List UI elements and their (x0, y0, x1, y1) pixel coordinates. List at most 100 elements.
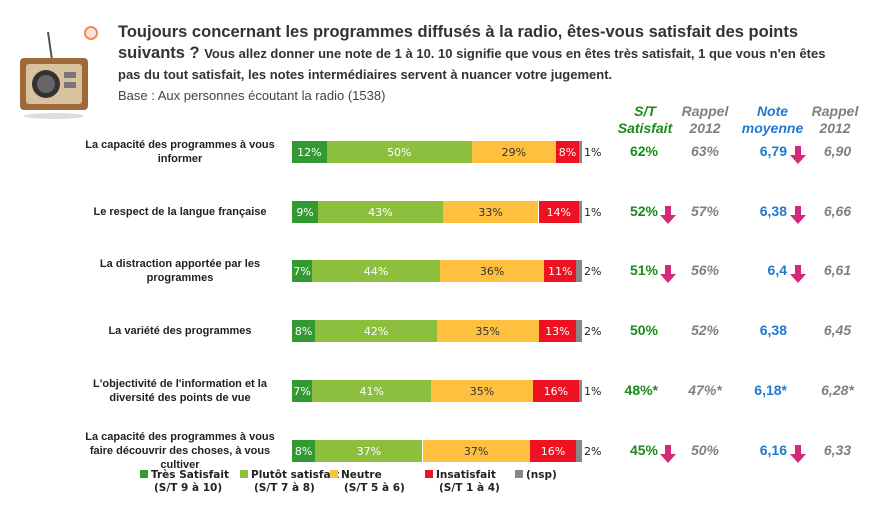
bullet-icon (84, 26, 98, 40)
data-label: 7% (293, 264, 311, 278)
data-label: 16% (543, 384, 569, 398)
data-label: 41% (359, 384, 384, 398)
nsp-label: 2% (584, 324, 602, 338)
stacked-bar: 8% 42% 35% 13% 2% (292, 320, 601, 342)
note-rappel-value: 6,45 (823, 322, 852, 338)
legend-item: Insatisfait (S/T 1 à 4) (425, 469, 500, 495)
legend-swatch (330, 470, 338, 478)
down-arrow-icon (790, 265, 806, 283)
bar-segment-trssatisfait: 7% (292, 380, 313, 402)
legend-item: Plutôt satisfait (S/T 7 à 8) (240, 469, 339, 495)
data-label: 35% (475, 324, 500, 338)
nsp-label: 1% (584, 145, 602, 159)
stacked-bar: 7% 41% 35% 16% 1% (292, 380, 601, 402)
bar-segment-nsp (576, 260, 582, 282)
bar-segment-insatisfait: 16% (529, 440, 577, 462)
legend-swatch (515, 470, 523, 478)
bar-segment-insatisfait: 14% (538, 201, 580, 223)
st-value: 50% (629, 322, 658, 338)
row-label: La distraction apportée par les programm… (99, 258, 261, 284)
header-st-rappel: Rappel 2012 (681, 103, 729, 136)
note-rappel-value: 6,33 (823, 442, 852, 458)
data-label: 16% (540, 444, 566, 458)
bar-segment-pluttsatisfait: 44% (312, 260, 440, 282)
legend-sublabel: (S/T 1 à 4) (439, 482, 500, 494)
data-label: 8% (294, 444, 313, 458)
bar-segment-insatisfait: 16% (532, 380, 580, 402)
data-label: 43% (368, 205, 393, 219)
st-rappel-value: 56% (690, 262, 720, 278)
note-value: 6,38 (759, 322, 787, 338)
bar-segment-trssatisfait: 12% (292, 141, 327, 163)
bar-segment-neutre: 36% (439, 260, 545, 282)
legend-label: Insatisfait (436, 469, 496, 481)
legend-item: Neutre (S/T 5 à 6) (330, 469, 405, 495)
bar-segment-trssatisfait: 7% (292, 260, 313, 282)
legend-label: Neutre (341, 469, 382, 481)
row-label: Le respect de la langue française (93, 206, 267, 218)
down-arrow-icon (660, 206, 676, 224)
data-label: 50% (387, 145, 412, 159)
note-rappel-value: 6,90 (823, 143, 852, 159)
radio-image (18, 30, 90, 120)
note-rappel-value: 6,28* (821, 382, 854, 398)
bar-segment-pluttsatisfait: 37% (315, 440, 423, 462)
st-rappel-value: 50% (690, 442, 720, 458)
bar-segment-nsp (576, 440, 582, 462)
question-subtitle: Vous allez donner une note de 1 à 10. 10… (118, 46, 826, 82)
bar-segment-neutre: 33% (442, 201, 539, 223)
question-text: Toujours concernant les programmes diffu… (118, 23, 799, 62)
legend-sublabel: (S/T 9 à 10) (154, 482, 223, 494)
stacked-bar: 12% 50% 29% 8% 1% (292, 141, 601, 163)
bar-segment-neutre: 37% (422, 440, 530, 462)
bar-segment-insatisfait: 11% (544, 260, 577, 282)
bar-segment-trssatisfait: 9% (292, 201, 319, 223)
st-rappel-value: 47%* (688, 382, 722, 398)
data-label: 8% (294, 324, 313, 338)
bar-segment-pluttsatisfait: 50% (326, 141, 472, 163)
bar-segment-nsp (579, 380, 582, 402)
data-label: 36% (479, 264, 505, 278)
data-label: 8% (558, 145, 577, 159)
down-arrow-icon (790, 445, 806, 463)
st-value: 62% (629, 143, 658, 159)
bar-segment-insatisfait: 8% (555, 141, 580, 163)
bar-segment-neutre: 29% (471, 141, 556, 163)
legend-swatch (140, 470, 148, 478)
data-label: 11% (548, 264, 573, 278)
nsp-label: 1% (584, 205, 602, 219)
nsp-label: 2% (584, 444, 602, 458)
st-rappel-value: 57% (690, 203, 720, 219)
bar-segment-trssatisfait: 8% (292, 320, 316, 342)
legend-label: Plutôt satisfait (251, 469, 340, 481)
legend-label: Très Satisfait (151, 469, 230, 481)
bar-segment-nsp (579, 141, 582, 163)
down-arrow-icon (660, 265, 676, 283)
legend-item: Très Satisfait (S/T 9 à 10) (140, 469, 229, 495)
down-arrow-icon (790, 206, 806, 224)
header-note: Note moyenne (741, 103, 804, 136)
row-label: La capacité des programmes à vous inform… (85, 139, 275, 165)
note-rappel-value: 6,66 (823, 203, 852, 219)
data-label: 37% (356, 444, 382, 458)
stacked-bar: 8% 37% 37% 16% 2% (292, 440, 601, 462)
bar-segment-pluttsatisfait: 42% (315, 320, 437, 342)
nsp-label: 2% (584, 264, 602, 278)
data-label: 7% (293, 384, 311, 398)
row-label: L'objectivité de l'information et la div… (93, 378, 267, 404)
st-rappel-value: 52% (690, 322, 720, 338)
base-note: Base : Aux personnes écoutant la radio (… (118, 88, 386, 103)
note-value: 6,4 (767, 262, 787, 278)
note-value: 6,79 (759, 143, 787, 159)
data-label: 29% (501, 145, 527, 159)
legend: Très Satisfait (S/T 9 à 10) Plutôt satisfa… (140, 469, 600, 499)
note-value: 6,18* (754, 382, 787, 398)
st-value: 51% (629, 262, 658, 278)
legend-sublabel: (S/T 5 à 6) (344, 482, 405, 494)
header-st: S/T Satisfait (617, 103, 673, 136)
bar-segment-nsp (576, 320, 582, 342)
down-arrow-icon (790, 146, 806, 164)
legend-swatch (240, 470, 248, 478)
st-value: 45% (629, 442, 658, 458)
bar-segment-insatisfait: 13% (538, 320, 577, 342)
